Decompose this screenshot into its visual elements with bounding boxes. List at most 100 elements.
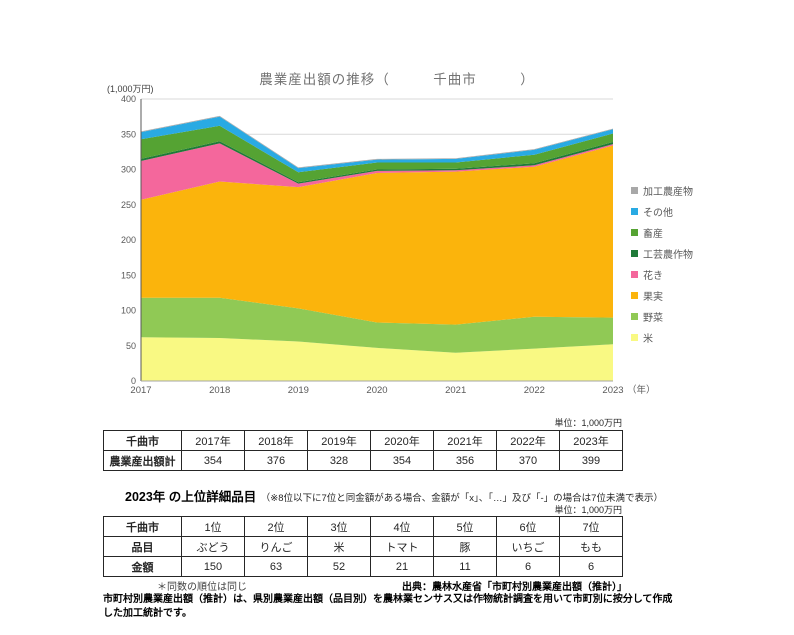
top-items-title: 2023年 の上位詳細品目 <box>125 490 257 504</box>
area-series-6 <box>141 116 613 173</box>
table-cell: 2020年 <box>370 430 434 451</box>
y-tick-label: 150 <box>121 270 136 280</box>
x-tick-label: 2019 <box>288 385 309 396</box>
table-cell: 6 <box>496 556 560 577</box>
table-cell: もも <box>559 536 623 557</box>
legend-item: 野菜 <box>631 306 693 327</box>
table-cell: 356 <box>433 450 497 471</box>
legend-item: 工芸農作物 <box>631 243 693 264</box>
row-header-cell: 千曲市 <box>103 430 182 451</box>
area-series-3 <box>141 143 613 200</box>
legend-label: 米 <box>643 334 653 345</box>
table-cell: 376 <box>244 450 308 471</box>
legend-swatch-icon <box>631 334 638 341</box>
table-cell: 354 <box>370 450 434 471</box>
chart-legend: 加工農産物その他畜産工芸農作物花き果実野菜米 <box>631 180 693 348</box>
legend-swatch-icon <box>631 250 638 257</box>
table-cell: 63 <box>244 556 308 577</box>
legend-label: 野菜 <box>643 313 663 324</box>
table-cell: 4位 <box>370 516 434 537</box>
table-cell: 2023年 <box>559 430 623 451</box>
table2-unit-note: 単位：1,000万円 <box>554 505 622 515</box>
area-series-1 <box>141 297 613 353</box>
table-cell: 2017年 <box>181 430 245 451</box>
area-series-2 <box>141 145 613 325</box>
table-cell: 399 <box>559 450 623 471</box>
row-header-cell: 金額 <box>103 556 182 577</box>
legend-item: 加工農産物 <box>631 180 693 201</box>
table-cell: 370 <box>496 450 560 471</box>
table-cell: 354 <box>181 450 245 471</box>
table-row: 品目 ぶどう りんご米トマト豚いちご もも <box>103 536 623 557</box>
legend-swatch-icon <box>631 313 638 320</box>
legend-label: 工芸農作物 <box>643 250 693 261</box>
table-row: 千曲市 2017年 2018年 2019年 2020年 2021年 2022年 2023年 <box>103 430 623 451</box>
x-tick-label: 2021 <box>445 385 466 396</box>
table-cell: 328 <box>307 450 371 471</box>
legend-label: 花き <box>643 271 663 282</box>
legend-item: 果実 <box>631 285 693 306</box>
y-tick-label: 200 <box>121 235 136 245</box>
row-header-cell: 千曲市 <box>103 516 182 537</box>
tie-rank-note: ＊同数の順位は同じ <box>157 582 247 593</box>
table-cell: 11 <box>433 556 497 577</box>
table-cell: ぶどう <box>181 536 245 557</box>
table-cell: 2018年 <box>244 430 308 451</box>
legend-swatch-icon <box>631 271 638 278</box>
row-header-cell: 品目 <box>103 536 182 557</box>
y-tick-label: 350 <box>121 129 136 139</box>
legend-item: 米 <box>631 327 693 348</box>
legend-swatch-icon <box>631 208 638 215</box>
table-cell: 150 <box>181 556 245 577</box>
table-cell: 2位 <box>244 516 308 537</box>
legend-label: 加工農産物 <box>643 187 693 198</box>
table-cell: 6 <box>559 556 623 577</box>
table-cell: 米 <box>307 536 371 557</box>
legend-swatch-icon <box>631 187 638 194</box>
table-cell: 3位 <box>307 516 371 537</box>
table-cell: 2019年 <box>307 430 371 451</box>
y-tick-label: 100 <box>121 306 136 316</box>
y-axis-unit-label: (1,000万円) <box>107 84 154 94</box>
y-tick-label: 300 <box>121 165 136 175</box>
methodology-description: 市町村別農業産出額（推計）は、県別農業産出額（品目別）を農林業センサス又は作物統… <box>103 594 673 619</box>
legend-item: 花き <box>631 264 693 285</box>
table-cell: 52 <box>307 556 371 577</box>
table-cell: 2022年 <box>496 430 560 451</box>
legend-label: 果実 <box>643 292 663 303</box>
y-tick-label: 400 <box>121 94 136 104</box>
table-cell: 豚 <box>433 536 497 557</box>
area-series-5 <box>141 125 613 183</box>
table-row: 千曲市 1位 2位 3位 4位 5位 6位 7位 <box>103 516 623 537</box>
table-cell: 21 <box>370 556 434 577</box>
table-cell: 6位 <box>496 516 560 537</box>
top-items-section-heading: 2023年 の上位詳細品目 （※8位以下に7位と同金額がある場合、金額が「x」、… <box>125 486 663 506</box>
table-cell: 7位 <box>559 516 623 537</box>
top-items-table: 千曲市 1位 2位 3位 4位 5位 6位 7位 品目 ぶどう りんご米トマト豚いちご もも 金額 150… <box>103 516 623 577</box>
row-header-cell: 農業産出額計 <box>103 450 182 471</box>
legend-item: その他 <box>631 201 693 222</box>
table-cell: いちご <box>496 536 560 557</box>
x-axis-unit-label: （年） <box>627 384 656 396</box>
y-tick-label: 0 <box>131 376 136 386</box>
legend-label: 畜産 <box>643 229 663 240</box>
table-cell: 2021年 <box>433 430 497 451</box>
legend-label: その他 <box>643 208 673 219</box>
x-tick-label: 2023 <box>602 385 623 396</box>
x-tick-label: 2022 <box>524 385 545 396</box>
table-row: 金額 150 63 52 21 11 6 6 <box>103 556 623 577</box>
table1-unit-note: 単位：1,000万円 <box>554 418 622 428</box>
stacked-area-chart: 0 50 100 150 200 250 300 350 400 2017 2018 2019 2020… <box>121 94 656 396</box>
x-tick-label: 2018 <box>209 385 230 396</box>
top-items-note: （※8位以下に7位と同金額がある場合、金額が「x」、「…」及び「-」の場合は7位… <box>260 493 663 504</box>
y-tick-label: 250 <box>121 200 136 210</box>
annual-total-table: 千曲市 2017年 2018年 2019年 2020年 2021年 2022年 2023年 農業… <box>103 430 623 471</box>
table-cell: 1位 <box>181 516 245 537</box>
x-tick-label: 2017 <box>130 385 151 396</box>
area-series-0 <box>141 337 613 381</box>
legend-swatch-icon <box>631 292 638 299</box>
legend-item: 畜産 <box>631 222 693 243</box>
chart-title: 農業産出額の推移（ 千曲市 ） <box>259 72 535 87</box>
y-tick-label: 50 <box>126 341 136 351</box>
